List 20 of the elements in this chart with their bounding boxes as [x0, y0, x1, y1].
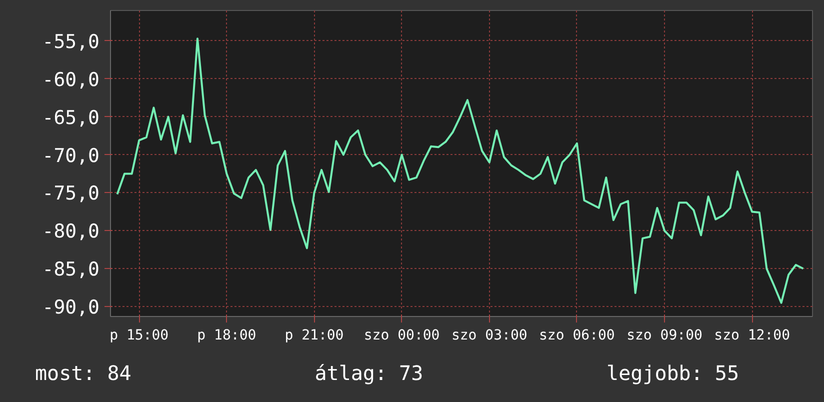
x-tick-label: szo 09:00: [626, 328, 702, 344]
y-tick-label: -80,0: [42, 220, 100, 243]
x-tick-label: p 15:00: [110, 328, 169, 344]
text: átlag: 73: [314, 360, 424, 387]
x-tick-label: szo 03:00: [451, 328, 528, 344]
x-tick-label: szo 00:00: [364, 328, 440, 344]
x-tick-label: szo 06:00: [539, 328, 615, 344]
line-series: [116, 38, 804, 304]
text: legjobb: 55: [606, 360, 739, 387]
y-tick-label: -70,0: [42, 144, 100, 167]
y-tick-label: -90,0: [42, 296, 100, 319]
text: most: 84: [35, 360, 132, 387]
x-tick-label: p 18:00: [197, 328, 256, 344]
y-tick-label: -55,0: [42, 30, 100, 53]
y-tick-label: -60,0: [42, 68, 100, 91]
y-tick-label: -65,0: [42, 106, 100, 129]
y-tick-label: -85,0: [42, 258, 100, 281]
y-tick-label: -75,0: [42, 182, 100, 205]
x-tick-label: p 21:00: [284, 328, 344, 344]
x-tick-label: szo 12:00: [714, 328, 790, 344]
